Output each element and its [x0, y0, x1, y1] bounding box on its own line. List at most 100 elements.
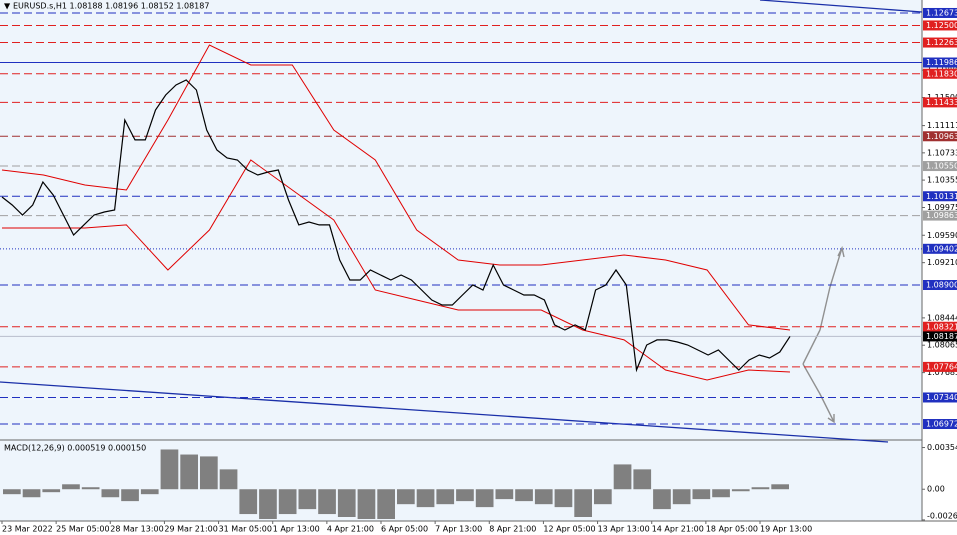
x-tick-label: 8 Apr 21:00 — [489, 525, 536, 534]
x-tick-label: 28 Mar 13:00 — [110, 525, 163, 534]
macd-bar — [653, 489, 671, 510]
collapse-icon[interactable]: ▼ — [4, 2, 11, 11]
macd-bar — [534, 489, 553, 505]
macd-bar — [357, 489, 376, 519]
x-tick-label: 18 Apr 05:00 — [706, 525, 758, 534]
macd-bar — [337, 489, 356, 517]
macd-bar — [692, 489, 711, 500]
x-tick-label: 7 Apr 13:00 — [435, 525, 482, 534]
macd-bar — [515, 489, 533, 502]
level-label: 1.08321 — [926, 322, 957, 331]
level-label: 1.12673 — [926, 8, 957, 17]
macd-bar — [436, 489, 455, 505]
macd-bar — [731, 489, 750, 492]
level-label: 1.11830 — [926, 69, 957, 78]
level-label: 1.06972 — [926, 420, 957, 429]
lower-band — [2, 159, 791, 381]
macd-bar — [712, 489, 730, 498]
level-label-bg — [923, 68, 957, 79]
level-label: 1.12500 — [926, 21, 957, 30]
price-line — [1, 79, 791, 373]
y-tick-label: 0.003545 — [927, 443, 957, 452]
trend-line — [759, 0, 923, 13]
macd-bar — [495, 489, 514, 500]
y-tick-label: -0.002607 — [927, 512, 957, 521]
y-tick-label: 0.00 — [927, 485, 945, 494]
macd-bar — [613, 464, 632, 490]
macd-bar — [140, 489, 159, 495]
level-label: 1.10963 — [926, 132, 957, 141]
macd-bar — [475, 489, 494, 508]
level-label-bg — [923, 280, 957, 291]
x-tick-label: 12 Apr 05:00 — [543, 525, 595, 534]
macd-bar — [416, 489, 435, 508]
level-label: 1.08900 — [926, 281, 957, 290]
level-label: 1.12263 — [926, 38, 957, 47]
macd-bar — [751, 487, 770, 490]
macd-bar — [81, 487, 100, 490]
x-tick-label: 23 Mar 2022 — [2, 525, 53, 534]
macd-bar — [180, 454, 198, 490]
macd-bar — [397, 489, 415, 505]
macd-bar — [121, 489, 139, 502]
y-tick-label: 1.07685 — [927, 368, 957, 377]
macd-bar — [62, 484, 80, 490]
level-label: 1.11986 — [926, 58, 957, 67]
level-label: 1.08187 — [926, 332, 957, 341]
macd-bar — [278, 489, 297, 515]
macd-bar — [377, 489, 395, 519]
y-tick-label: 1.09210 — [927, 258, 957, 267]
y-tick-label: 1.08444 — [927, 313, 957, 322]
x-tick-label: 19 Apr 13:00 — [760, 525, 812, 534]
x-tick-label: 29 Mar 21:00 — [164, 525, 217, 534]
macd-bar — [239, 489, 258, 515]
y-tick-label: 1.08065 — [927, 341, 957, 350]
level-label-bg — [923, 131, 957, 142]
forecast-arrows — [802, 245, 845, 424]
macd-bar — [101, 489, 120, 498]
level-label-bg — [923, 361, 957, 372]
level-label: 1.09863 — [926, 211, 957, 220]
level-label-bg — [923, 419, 957, 430]
x-tick-label: 25 Mar 05:00 — [56, 525, 109, 534]
level-label: 1.07764 — [926, 362, 957, 371]
macd-bar — [259, 489, 277, 519]
level-label-bg — [923, 20, 957, 31]
macd-bar — [574, 489, 592, 517]
level-label-bg — [923, 97, 957, 108]
y-tick-label: 1.11111 — [927, 121, 957, 130]
level-label-bg — [923, 210, 957, 221]
y-tick-label: 1.10355 — [927, 176, 957, 185]
arrow — [802, 363, 835, 424]
level-label-bg — [923, 321, 957, 332]
trend-line — [0, 381, 889, 443]
level-label: 1.09402 — [926, 244, 957, 253]
macd-bar — [633, 469, 652, 490]
macd-title: MACD(12,26,9) 0.000519 0.000150 — [4, 444, 146, 453]
level-label-bg — [923, 191, 957, 202]
macd-bar — [219, 469, 238, 490]
macd-bar — [318, 489, 336, 515]
level-label-bg — [923, 392, 957, 403]
level-label: 1.10131 — [926, 192, 957, 201]
level-label-bg — [923, 243, 957, 254]
x-tick-label: 4 Apr 21:00 — [327, 525, 374, 534]
y-tick-label: 1.09975 — [927, 203, 957, 212]
chart-subtitle: EURUSD.s,H1 1.08188 1.08196 1.08152 1.08… — [13, 2, 209, 11]
y-tick-label: 1.10733 — [927, 148, 957, 157]
macd-bar — [160, 449, 179, 490]
level-label-bg — [923, 57, 957, 68]
macd-bar — [594, 489, 612, 505]
y-tick-label: 1.09590 — [927, 231, 957, 240]
x-tick-label: 14 Apr 21:00 — [652, 525, 704, 534]
x-tick-label: 13 Apr 13:00 — [598, 525, 650, 534]
macd-bar — [22, 489, 41, 498]
level-label-bg — [923, 7, 957, 18]
level-label: 1.11433 — [926, 98, 957, 107]
macd-bar — [3, 489, 21, 495]
level-label: 1.10550 — [926, 162, 957, 171]
x-tick-label: 1 Apr 13:00 — [273, 525, 320, 534]
macd-bar — [298, 489, 317, 510]
upper-band — [1, 44, 791, 331]
